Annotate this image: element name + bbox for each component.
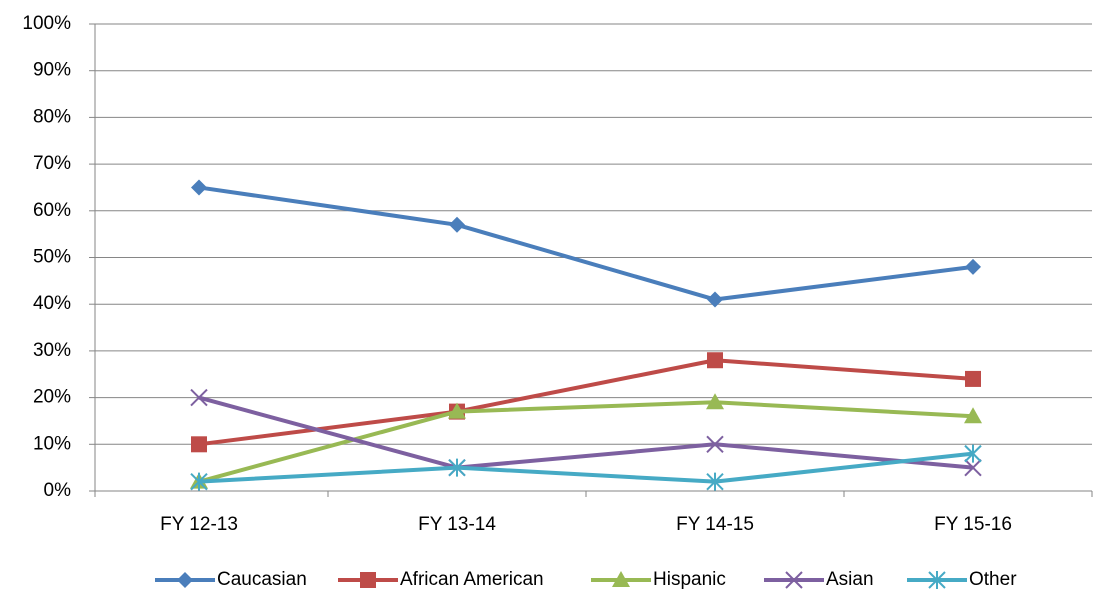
legend-item: Asian [764, 569, 874, 590]
series [191, 179, 981, 308]
series [191, 352, 981, 453]
marker [449, 216, 465, 233]
marker [191, 436, 207, 453]
marker [965, 370, 981, 387]
marker [706, 393, 724, 410]
marker [707, 352, 723, 369]
y-tick-label: 10% [33, 433, 71, 454]
marker [965, 258, 981, 275]
marker [706, 435, 724, 454]
y-tick-label: 50% [33, 247, 71, 268]
marker [190, 388, 208, 407]
marker [190, 472, 208, 491]
y-tick-label: 70% [33, 153, 71, 174]
y-tick-label: 20% [33, 387, 71, 408]
y-tick-label: 80% [33, 106, 71, 127]
marker [785, 571, 803, 589]
series-line [198, 185, 974, 302]
series [190, 388, 982, 477]
legend-item: Hispanic [591, 569, 726, 590]
x-tick-label: FY 15-16 [934, 514, 1012, 535]
marker [448, 458, 466, 477]
x-tick-label: FY 13-14 [418, 514, 496, 535]
marker [612, 571, 630, 587]
marker [177, 572, 193, 588]
legend-item: Other [907, 569, 1017, 590]
legend-label: Other [969, 569, 1017, 590]
x-tick-label: FY 12-13 [160, 514, 238, 535]
y-tick-label: 0% [44, 480, 72, 501]
marker [706, 472, 724, 491]
y-tick-label: 90% [33, 60, 71, 81]
marker [964, 458, 982, 477]
series-line [198, 358, 974, 447]
y-tick-label: 30% [33, 340, 71, 361]
marker [928, 571, 946, 589]
y-tick-label: 100% [22, 13, 71, 34]
marker [360, 572, 376, 588]
legend-item: African American [338, 569, 544, 590]
series-line [198, 395, 974, 470]
marker [964, 444, 982, 463]
legend-label: Asian [826, 569, 874, 590]
series-line [198, 400, 974, 484]
series [190, 393, 982, 489]
series [190, 444, 982, 491]
marker [707, 291, 723, 308]
marker [964, 407, 982, 424]
marker [448, 402, 466, 419]
y-tick-label: 40% [33, 293, 71, 314]
y-tick-label: 60% [33, 200, 71, 221]
legend-label: African American [400, 569, 544, 590]
x-tick-label: FY 14-15 [676, 514, 754, 535]
marker [191, 179, 207, 196]
legend-label: Caucasian [217, 569, 307, 590]
series-line [198, 451, 974, 484]
legend-label: Hispanic [653, 569, 726, 590]
legend-item: Caucasian [155, 569, 307, 590]
